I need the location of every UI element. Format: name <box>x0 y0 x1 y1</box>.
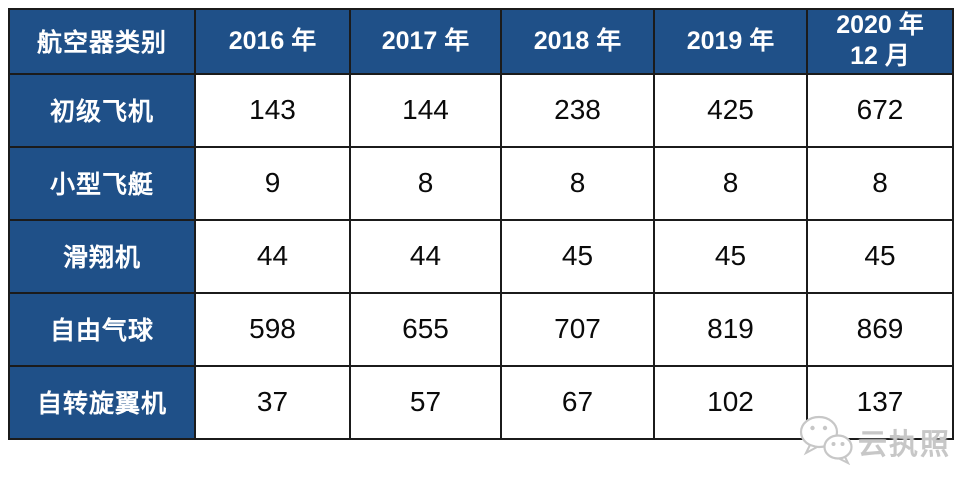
header-year-label-line2: 12 月 <box>850 42 910 71</box>
value-cell: 8 <box>806 145 954 221</box>
header-cell-category: 航空器类别 <box>8 8 196 75</box>
table-header-row: 航空器类别 2016 年 2017 年 2018 年 2019 年 2020 年… <box>8 8 954 75</box>
value-cell: 45 <box>500 218 655 294</box>
value-cell: 598 <box>194 291 351 367</box>
table-row: 滑翔机 44 44 45 45 45 <box>8 218 954 294</box>
table-row: 自由气球 598 655 707 819 869 <box>8 291 954 367</box>
value-cell: 45 <box>653 218 808 294</box>
row-label-cell: 小型飞艇 <box>8 145 196 221</box>
header-cell-2017: 2017 年 <box>349 8 502 75</box>
value-cell: 45 <box>806 218 954 294</box>
value-cell: 655 <box>349 291 502 367</box>
value-cell: 672 <box>806 72 954 148</box>
row-label-cell: 自由气球 <box>8 291 196 367</box>
value-cell: 8 <box>653 145 808 221</box>
header-year-label-line1: 2020 年 <box>836 11 924 39</box>
header-year-label: 2019 年 <box>686 26 775 55</box>
wechat-icon <box>798 413 854 470</box>
value-cell: 425 <box>653 72 808 148</box>
table-row: 初级飞机 143 144 238 425 672 <box>8 72 954 148</box>
row-label-cell: 初级飞机 <box>8 72 196 148</box>
value-cell: 869 <box>806 291 954 367</box>
header-cell-2019: 2019 年 <box>653 8 808 75</box>
value-cell: 37 <box>194 364 351 440</box>
header-cell-2020-12: 2020 年 12 月 <box>806 8 954 75</box>
header-year-label: 2016 年 <box>228 26 317 55</box>
table-row: 自转旋翼机 37 57 67 102 137 <box>8 364 954 440</box>
header-cell-2018: 2018 年 <box>500 8 655 75</box>
row-label-cell: 自转旋翼机 <box>8 364 196 440</box>
aircraft-statistics-table: 航空器类别 2016 年 2017 年 2018 年 2019 年 2020 年… <box>8 8 954 440</box>
value-cell: 8 <box>500 145 655 221</box>
value-cell: 819 <box>653 291 808 367</box>
watermark: 云执照 <box>798 413 951 470</box>
value-cell: 44 <box>349 218 502 294</box>
header-year-label: 2017 年 <box>381 26 470 55</box>
value-cell: 707 <box>500 291 655 367</box>
row-label-cell: 滑翔机 <box>8 218 196 294</box>
value-cell: 238 <box>500 72 655 148</box>
watermark-text: 云执照 <box>858 428 952 461</box>
value-cell: 8 <box>349 145 502 221</box>
value-cell: 67 <box>500 364 655 440</box>
value-cell: 44 <box>194 218 351 294</box>
table-row: 小型飞艇 9 8 8 8 8 <box>8 145 954 221</box>
header-year-label: 2018 年 <box>533 26 622 55</box>
value-cell: 9 <box>194 145 351 221</box>
value-cell: 102 <box>653 364 808 440</box>
value-cell: 143 <box>194 72 351 148</box>
header-cell-2016: 2016 年 <box>194 8 351 75</box>
value-cell: 57 <box>349 364 502 440</box>
value-cell: 144 <box>349 72 502 148</box>
